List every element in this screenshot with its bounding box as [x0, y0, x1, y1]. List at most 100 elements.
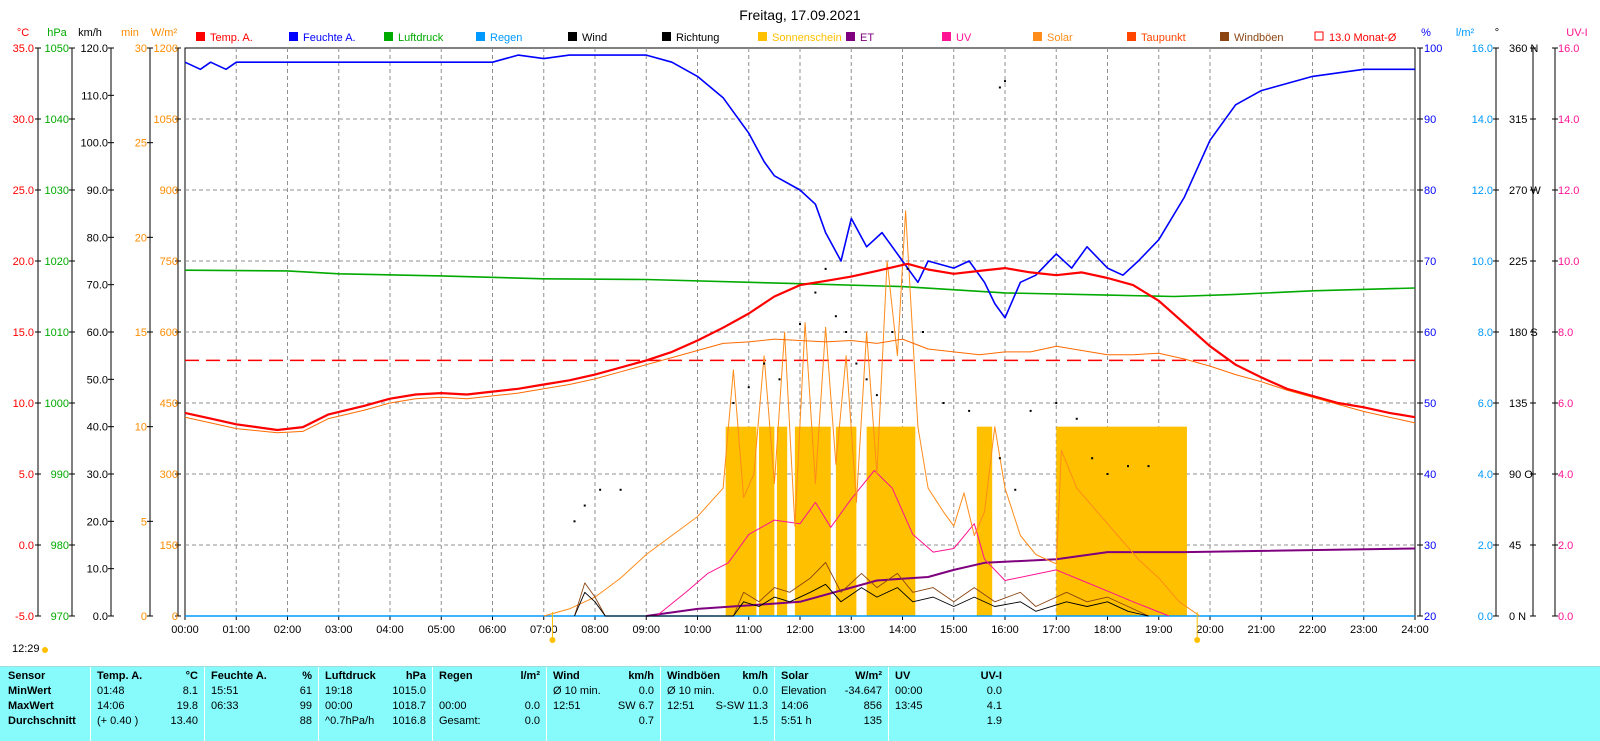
wind-tick-label: 20.0 — [87, 516, 108, 528]
stats-header: Windböen — [667, 670, 721, 682]
x-tick-label: 08:00 — [581, 624, 609, 636]
series-line-luftdruck — [184, 269, 1416, 298]
uv-tick-label: 0.0 — [1558, 611, 1573, 623]
direction-point — [778, 378, 781, 381]
stats-value: -34.647 — [844, 685, 882, 697]
stats-sensor-header: Sensor — [8, 670, 46, 682]
x-tick-label: 13:00 — [837, 624, 865, 636]
direction-point — [845, 331, 848, 333]
direction-tick-label: 315 — [1509, 114, 1527, 126]
stats-header: UV — [895, 670, 911, 682]
sunshine-bar — [759, 426, 775, 616]
solar-tick-label: 0 — [172, 611, 178, 623]
sunshine-bar — [794, 426, 831, 616]
stats-value: 13.40 — [170, 715, 198, 727]
rain-tick-label: 6.0 — [1478, 398, 1493, 410]
stats-time: Ø 10 min. — [553, 685, 601, 697]
humidity-tick-label: 40 — [1424, 469, 1436, 481]
direction-point — [834, 315, 837, 318]
stats-solar: Solar W/m² Elevation -34.647 14:06 856 5:51 h 1… — [774, 667, 888, 741]
statistics-table: Sensor MinWert MaxWert Durchschnitt Temp… — [0, 666, 1600, 741]
direction-tick-label: 45 — [1509, 540, 1521, 552]
sunshine-tick-label: 10 — [135, 422, 147, 434]
direction-point — [855, 362, 858, 365]
solar-tick-label: 300 — [160, 469, 178, 481]
stats-header: Wind — [553, 670, 580, 682]
legend-label: Regen — [490, 32, 522, 44]
sun-marker-dot — [1194, 637, 1201, 643]
pressure-tick-label: 1000 — [45, 398, 69, 410]
stats-header: Luftdruck — [325, 670, 376, 682]
sunshine-unit-label: min — [121, 27, 139, 39]
legend-swatch — [1033, 32, 1042, 41]
legend-label: Taupunkt — [1141, 32, 1186, 44]
direction-point — [763, 362, 766, 365]
time-markers — [549, 612, 1201, 643]
stats-time: 15:51 — [211, 685, 239, 697]
stats-time: Gesamt: — [439, 715, 481, 727]
weather-chart: Freitag, 17.09.2021 00:00 01:00 02:00 03:00… — [13, 7, 1588, 643]
stats-time: 14:06 — [781, 700, 809, 712]
direction-point — [1014, 488, 1017, 491]
rain-tick-label: 0.0 — [1478, 611, 1493, 623]
series-line-feuchte-a- — [184, 54, 1415, 319]
stats-value: 135 — [863, 715, 882, 727]
direction-point — [865, 378, 868, 381]
stats-temp: Temp. A. °C 01:48 8.1 14:06 19.8 (+ 0.40 ) 13.4… — [90, 667, 204, 741]
wind-unit-label: km/h — [78, 27, 102, 39]
direction-point — [1004, 80, 1006, 83]
stats-time: 00:00 — [895, 685, 923, 697]
series-line-windb-en — [574, 562, 1149, 617]
stats-value: 19.8 — [176, 700, 198, 712]
legend-label: Solar — [1047, 32, 1073, 44]
temp-tick-label: 25.0 — [13, 185, 34, 197]
direction-tick-label: 135 — [1509, 398, 1527, 410]
direction-point — [942, 402, 945, 404]
temp-tick-label: 15.0 — [13, 327, 34, 339]
wind-tick-label: 100.0 — [80, 138, 108, 150]
legend-swatch — [289, 32, 298, 41]
wind-tick-label: 30.0 — [87, 469, 108, 481]
stats-time: 12:51 — [553, 700, 581, 712]
stats-unit: % — [302, 670, 312, 682]
x-tick-label: 14:00 — [889, 624, 917, 636]
stats-unit: km/h — [628, 670, 654, 682]
stats-value: 1.9 — [986, 715, 1002, 727]
legend-label: 13.0 Monat-Ø — [1329, 32, 1397, 44]
legend-swatch — [942, 32, 951, 41]
solar-unit-label: W/m² — [151, 27, 178, 39]
humidity-tick-label: 30 — [1424, 540, 1436, 552]
x-tick-label: 06:00 — [479, 624, 507, 636]
stats-time: (+ 0.40 ) — [97, 715, 139, 727]
stats-value: 1015.0 — [392, 685, 426, 697]
legend-swatch — [476, 32, 485, 41]
wind-tick-label: 110.0 — [81, 90, 108, 102]
pressure-tick-label: 1020 — [45, 256, 69, 268]
solar-tick-label: 900 — [160, 185, 178, 197]
legend-label: UV — [956, 32, 972, 44]
x-tick-label: 07:00 — [530, 624, 558, 636]
temp-tick-label: 0.0 — [19, 540, 34, 552]
stats-value: 8.1 — [182, 685, 198, 697]
stats-value: 0.7 — [638, 715, 654, 727]
stats-value: 1018.7 — [392, 700, 426, 712]
stats-value: 856 — [863, 700, 882, 712]
direction-point — [583, 504, 586, 507]
stats-time: Ø 10 min. — [667, 685, 715, 697]
stats-header: Temp. A. — [97, 670, 143, 682]
stats-value: 0.0 — [524, 715, 540, 727]
rain-tick-label: 16.0 — [1472, 43, 1493, 55]
current-time-dot — [42, 647, 48, 653]
legend-label: Richtung — [676, 32, 719, 44]
humidity-tick-label: 50 — [1424, 398, 1436, 410]
legend-swatch — [846, 32, 855, 41]
direction-point — [599, 488, 602, 491]
stats-header: Regen — [439, 670, 473, 682]
pressure-unit-label: hPa — [47, 27, 67, 39]
stats-time: 06:33 — [211, 700, 239, 712]
stats-value: 1.5 — [752, 715, 768, 727]
direction-point — [824, 267, 827, 270]
wind-tick-label: 80.0 — [87, 232, 108, 244]
direction-point — [1147, 465, 1150, 468]
rain-tick-label: 10.0 — [1472, 256, 1493, 268]
